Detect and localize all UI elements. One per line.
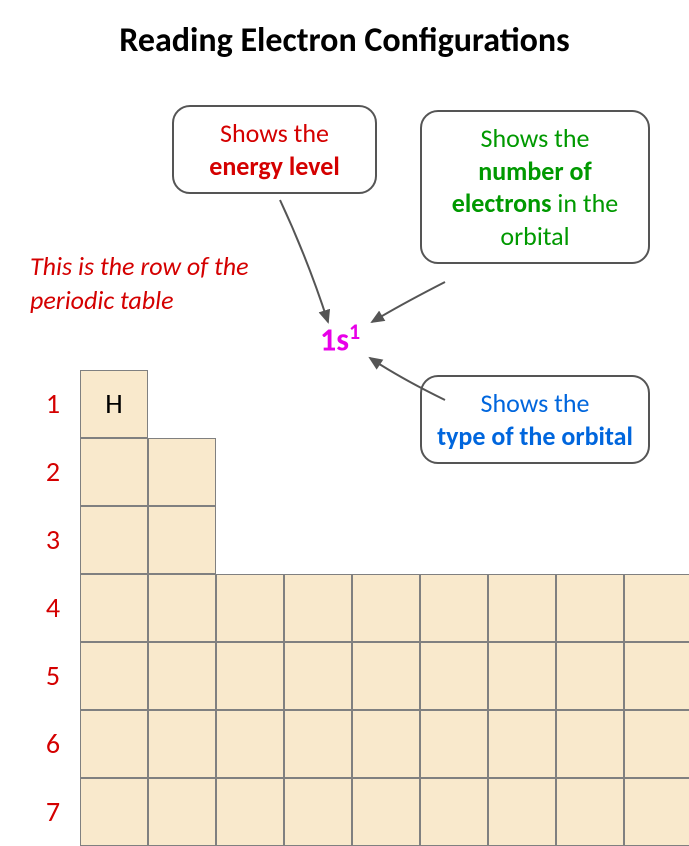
table-cell [80,778,148,846]
table-cell [216,710,284,778]
table-cell [352,574,420,642]
table-cell [624,642,689,710]
table-cell [80,642,148,710]
row-number: 3 [38,522,68,557]
callout-energy-level: Shows the energy level [172,105,377,194]
table-cell [488,710,556,778]
callout-text: Shows the [481,387,590,419]
table-cell [624,574,689,642]
table-cell [556,574,624,642]
row-number: 2 [38,454,68,489]
table-cell [556,642,624,710]
callout-bold: type of the orbital [437,420,633,452]
element-hydrogen: H [80,386,148,421]
electron-notation: 1s1 [320,318,360,360]
callout-text: Shows the [481,122,590,154]
notation-energy: 1 [320,321,336,360]
table-cell [216,574,284,642]
table-cell [556,778,624,846]
table-cell [420,778,488,846]
row-number: 1 [38,386,68,421]
row-number: 5 [38,658,68,693]
table-cell [216,642,284,710]
notation-electrons: 1 [349,318,360,345]
callout-bold: energy level [209,150,339,182]
table-cell [284,778,352,846]
row-number: 7 [38,794,68,829]
row-number: 4 [38,590,68,625]
table-cell [80,506,148,574]
page-title: Reading Electron Configurations [0,20,689,61]
table-cell [148,438,216,506]
table-cell [148,506,216,574]
table-cell [148,642,216,710]
table-cell [148,574,216,642]
table-cell [420,710,488,778]
table-cell [624,710,689,778]
notation-orbital: s [336,321,349,360]
table-cell [216,778,284,846]
callout-electrons: Shows the number of electrons in the orb… [420,110,650,264]
table-cell [80,574,148,642]
table-cell [284,710,352,778]
table-cell [488,642,556,710]
table-cell [352,710,420,778]
table-cell [284,642,352,710]
table-cell [352,642,420,710]
callout-orbital-type: Shows the type of the orbital [420,375,650,464]
table-cell [420,574,488,642]
callout-text: Shows the [220,117,329,149]
table-cell [80,710,148,778]
arrow-path [372,282,445,322]
table-cell [624,778,689,846]
table-cell [352,778,420,846]
table-cell [284,574,352,642]
table-cell [488,574,556,642]
sidenote-row: This is the row of the periodic table [30,250,300,318]
table-cell [556,710,624,778]
table-cell [80,438,148,506]
table-cell [488,778,556,846]
table-cell [148,778,216,846]
table-cell [420,642,488,710]
table-cell [148,710,216,778]
row-number: 6 [38,726,68,761]
